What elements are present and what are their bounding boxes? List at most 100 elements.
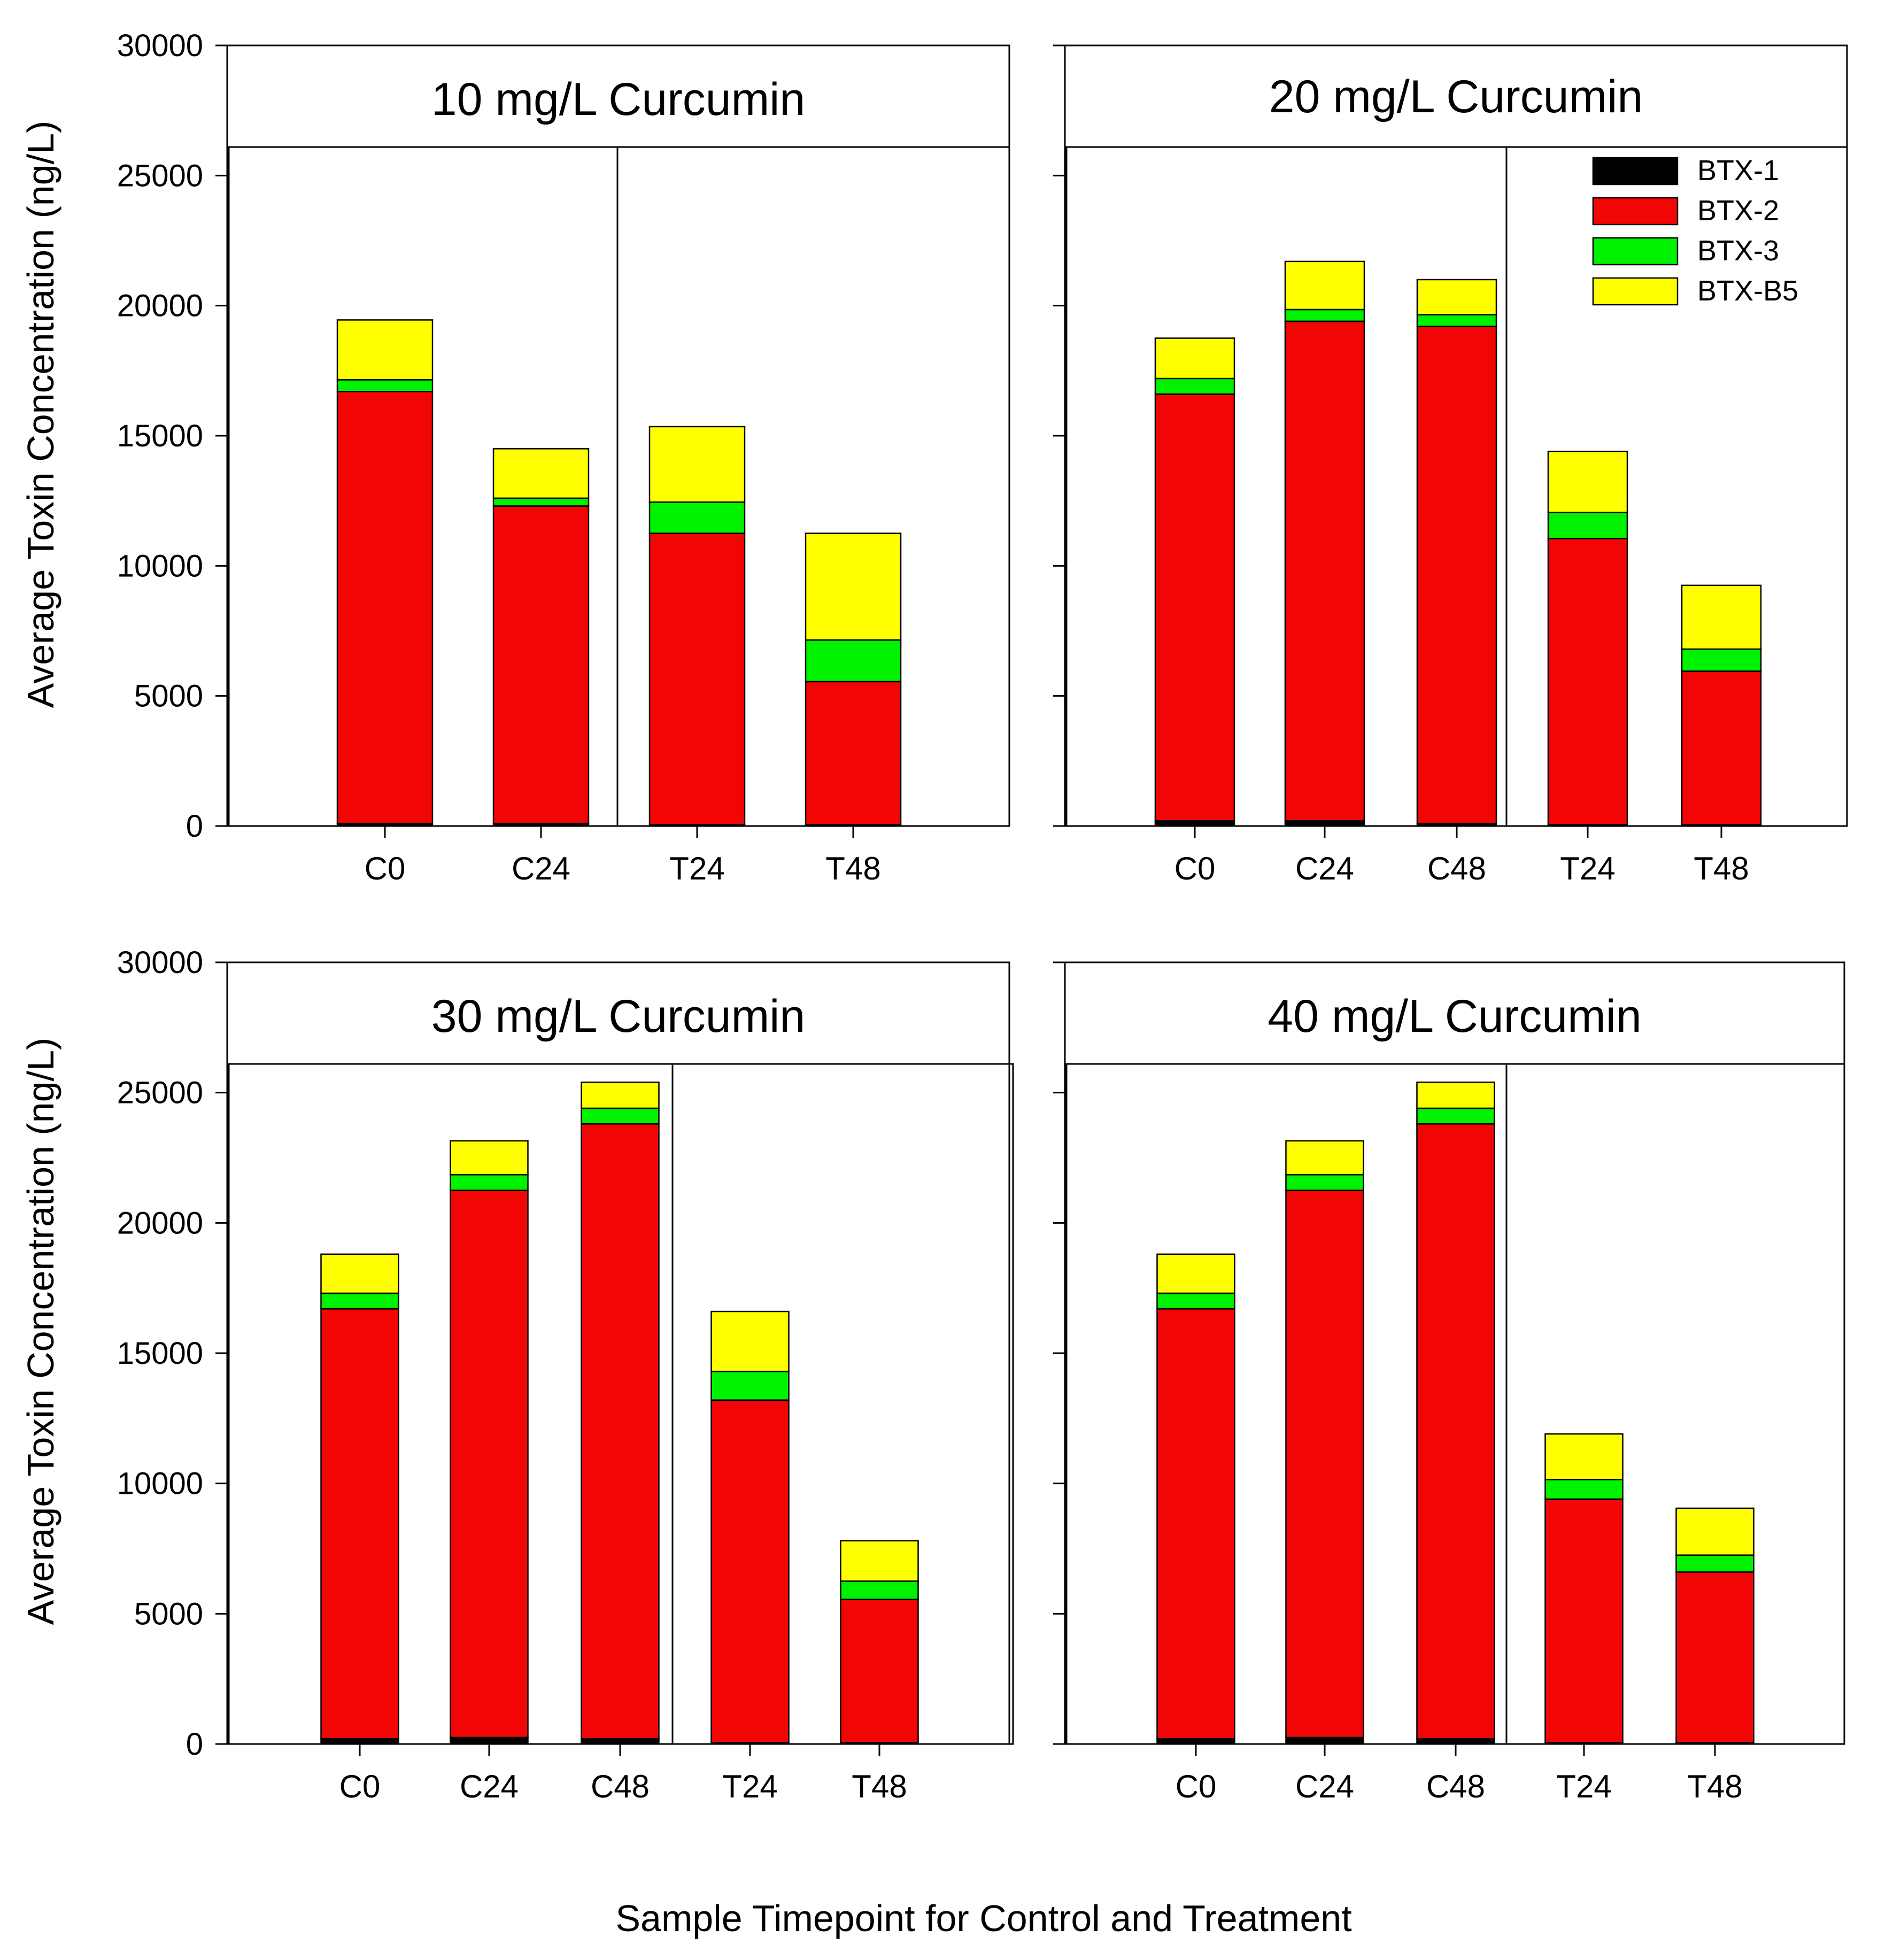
x-tick-label: T24 [669, 851, 724, 886]
bar-segment [1156, 1292, 1235, 1310]
legend-swatch [1592, 237, 1679, 266]
y-tick-label: 20000 [117, 289, 203, 323]
bar-segment [1416, 1081, 1495, 1109]
bar-segment [1544, 1433, 1624, 1480]
bar-segment [1285, 1190, 1364, 1739]
x-tick-label: C48 [1427, 851, 1486, 886]
legend-label: BTX-3 [1697, 235, 1779, 267]
y-tick-label: 25000 [117, 158, 203, 193]
bar-segment [648, 501, 746, 534]
chart-panel-1: 10 mg/L Curcumin 0 5000 10000 15000 20000 2500… [117, 28, 1010, 886]
bar-segment [1675, 1554, 1755, 1573]
bar-segment [1544, 1498, 1624, 1743]
panel-title: 10 mg/L Curcumin [431, 74, 805, 125]
bar-segment [840, 1540, 919, 1582]
bar-segment [1285, 1140, 1364, 1176]
x-tick-label: C0 [365, 851, 406, 886]
y-tick-label: 20000 [117, 1206, 203, 1240]
bar-segment [492, 497, 590, 507]
bar-segment [1156, 1253, 1235, 1294]
x-tick-label: T48 [1694, 851, 1749, 886]
bar-segment [1154, 393, 1235, 822]
x-tick-label: C0 [1174, 851, 1216, 886]
y-tick-label: 5000 [134, 679, 203, 714]
y-tick-label: 10000 [117, 1467, 203, 1501]
x-tick-label: C24 [1295, 851, 1354, 886]
bar-segment [1547, 537, 1628, 825]
bar-segment [1544, 1479, 1624, 1500]
y-tick-label: 30000 [117, 28, 203, 63]
inner-box-2 [1505, 146, 1848, 827]
legend-swatch [1592, 277, 1679, 306]
bar-segment [1154, 337, 1235, 380]
bar-segment [492, 448, 590, 499]
bar-segment [805, 533, 902, 641]
bar-segment [320, 1308, 399, 1740]
bar-segment [1285, 1174, 1364, 1191]
y-tick-label: 25000 [117, 1076, 203, 1110]
y-tick-label: 30000 [117, 945, 203, 980]
bar-segment [1284, 320, 1365, 822]
y-tick-label: 5000 [134, 1596, 203, 1631]
bar-segment [492, 505, 590, 824]
bar-segment [710, 1399, 790, 1743]
bar-segment [710, 1370, 790, 1401]
y-axis-title-top: Average Toxin Concentration (ng/L) [20, 121, 61, 708]
bar-segment [450, 1140, 529, 1176]
bar-segment [581, 1081, 660, 1109]
bar-segment [840, 1599, 919, 1743]
bar-segment [1416, 1738, 1495, 1745]
bar-segment [1154, 820, 1235, 827]
bar-segment [450, 1174, 529, 1191]
bar-segment [320, 1253, 399, 1294]
x-tick-label: T24 [722, 1769, 777, 1804]
bar-segment [1154, 377, 1235, 395]
panel-title: 20 mg/L Curcumin [1269, 71, 1643, 122]
y-axis-title-bottom: Average Toxin Concentration (ng/L) [20, 1038, 61, 1625]
bar-segment [450, 1737, 529, 1745]
panel-title: 40 mg/L Curcumin [1268, 991, 1641, 1042]
bar-segment [1675, 1571, 1755, 1743]
y-tick-label: 0 [186, 809, 203, 844]
bar-segment [1285, 1737, 1364, 1745]
bar-segment [1416, 1123, 1495, 1740]
bar-segment [1547, 512, 1628, 539]
bar-segment [648, 426, 746, 503]
legend-label: BTX-1 [1697, 155, 1779, 187]
bar-segment [1284, 820, 1365, 827]
x-tick-label: T24 [1560, 851, 1615, 886]
bar-segment [1416, 1107, 1495, 1125]
x-tick-label: T24 [1556, 1769, 1611, 1804]
chart-panel-2: 20 mg/L Curcumin C0 C24 C48 T24 T48 BTX-1 BTX-2… [1053, 44, 1848, 886]
bar-segment [1416, 326, 1497, 824]
y-tick-label: 15000 [117, 1336, 203, 1371]
legend-swatch [1592, 197, 1679, 226]
y-tick-label: 15000 [117, 419, 203, 453]
x-tick-label: T48 [1687, 1769, 1742, 1804]
bar-segment [1681, 648, 1762, 672]
bar-segment [1681, 584, 1762, 650]
inner-box-2 [1505, 1063, 1845, 1745]
bar-segment [1416, 314, 1497, 327]
bar-segment [581, 1123, 660, 1740]
bar-segment [805, 681, 902, 825]
bar-segment [805, 639, 902, 683]
bar-segment [840, 1580, 919, 1600]
bar-segment [320, 1292, 399, 1310]
y-tick-label: 0 [186, 1727, 203, 1762]
bar-segment [1284, 260, 1365, 311]
x-tick-label: T48 [825, 851, 880, 886]
x-tick-label: C0 [1176, 1769, 1217, 1804]
bar-segment [648, 533, 746, 825]
panel-title: 30 mg/L Curcumin [431, 991, 805, 1042]
legend-label: BTX-2 [1697, 195, 1779, 227]
x-tick-label: T48 [852, 1769, 907, 1804]
bar-segment [1156, 1738, 1235, 1745]
bar-segment [320, 1738, 399, 1745]
x-axis-title: Sample Timepoint for Control and Treatme… [615, 1897, 1351, 1939]
x-tick-label: C0 [339, 1769, 381, 1804]
x-tick-label: C24 [1295, 1769, 1354, 1804]
chart-panel-4: 40 mg/L Curcumin C0 C24 C48 T24 T48 [1053, 961, 1845, 1804]
chart-panel-3: 30 mg/L Curcumin 0 5000 10000 15000 20000 2500… [117, 945, 1014, 1804]
